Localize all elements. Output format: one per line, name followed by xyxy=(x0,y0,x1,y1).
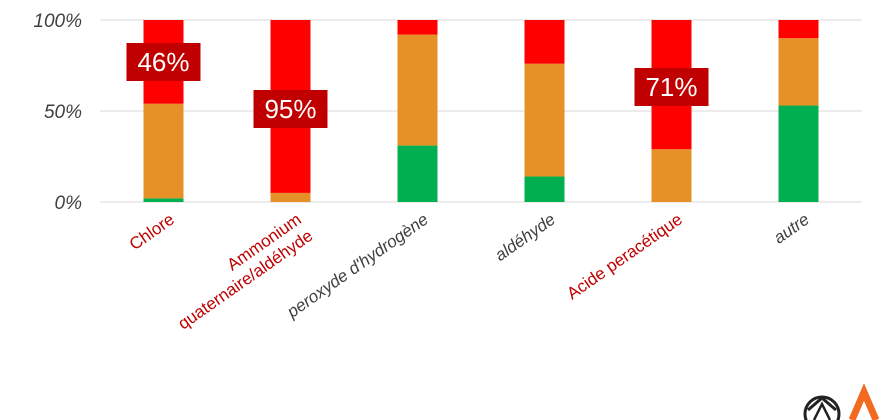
bar-segment xyxy=(143,103,184,199)
bar-segment xyxy=(778,20,819,39)
data-label-text: 71% xyxy=(645,72,697,102)
data-label-text: 95% xyxy=(264,94,316,124)
bar-segment xyxy=(524,176,565,202)
data-label-text: 46% xyxy=(137,47,189,77)
bar-segment xyxy=(651,149,692,202)
x-tick-label: aldéhyde xyxy=(491,210,558,265)
bar-segment xyxy=(524,20,565,64)
x-tick-label-line: aldéhyde xyxy=(491,210,558,265)
bar-segment xyxy=(397,145,438,202)
bar-segment xyxy=(397,34,438,146)
x-tick-label-line: autre xyxy=(770,210,813,248)
y-tick-label: 50% xyxy=(44,102,82,123)
data-labels: 46% 95% 71% xyxy=(126,43,709,128)
data-label-box xyxy=(634,68,709,106)
bar-segment xyxy=(270,192,311,202)
bar-segment xyxy=(143,198,184,202)
data-label: 95% xyxy=(253,90,328,128)
gridlines xyxy=(100,19,862,203)
bar-segment xyxy=(397,20,438,35)
data-label: 71% xyxy=(634,68,709,106)
data-label-box xyxy=(253,90,328,128)
x-tick-label: Chlore xyxy=(126,210,178,254)
x-tick-label: autre xyxy=(770,210,813,248)
x-tick-label-line: Acide peracétique xyxy=(563,210,685,304)
y-tick-label: 0% xyxy=(55,193,83,214)
bar-segment xyxy=(778,38,819,106)
x-axis-tick-labels: Chlore Ammoniumquaternaire/aldéhydeperoxy… xyxy=(126,210,813,334)
x-tick-label-line: Chlore xyxy=(126,210,178,254)
data-label: 46% xyxy=(126,43,201,81)
bar-segment xyxy=(524,63,565,177)
data-label-box xyxy=(126,43,201,81)
y-axis-tick-labels: 0% 50% 100% xyxy=(33,11,82,214)
y-tick-label: 100% xyxy=(33,11,82,32)
tractor-wheel-logo-icon xyxy=(803,384,880,420)
x-tick-label: Acide peracétique xyxy=(563,210,685,304)
bar-segment xyxy=(778,105,819,202)
